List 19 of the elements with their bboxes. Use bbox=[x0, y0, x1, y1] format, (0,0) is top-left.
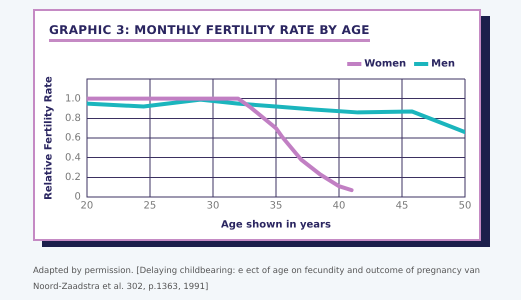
y-tick-label: 0.8 bbox=[64, 112, 81, 124]
x-axis-title: Age shown in years bbox=[221, 220, 331, 231]
x-tick-label: 40 bbox=[332, 200, 346, 212]
x-tick-label: 20 bbox=[80, 200, 94, 212]
x-tick-label: 50 bbox=[458, 200, 472, 212]
x-tick-label: 30 bbox=[206, 200, 220, 212]
chart-title: GRAPHIC 3: MONTHLY FERTILITY RATE BY AGE bbox=[49, 23, 370, 42]
y-tick-label: 0.2 bbox=[64, 172, 81, 183]
x-tick-label: 45 bbox=[396, 200, 408, 212]
x-tick-label: 35 bbox=[270, 200, 282, 212]
y-tick-label: 0.6 bbox=[64, 132, 81, 144]
text: Adapted by permission. [Delaying childbearing: e ect of age on fecundity and outcome of pregnancy van Noord-Zaadstra et al. 302, p.1363, 1991] bbox=[33, 265, 482, 294]
y-tick-label: 0 bbox=[74, 192, 81, 203]
y-axis-title: Relative Fertility Rate bbox=[44, 76, 55, 200]
legend-label: Men bbox=[431, 58, 456, 70]
x-tick-label: 25 bbox=[144, 200, 156, 212]
legend-label: Women bbox=[364, 58, 406, 70]
y-tick-label: 1.0 bbox=[64, 93, 81, 104]
y-tick-label: 0.4 bbox=[64, 152, 81, 164]
